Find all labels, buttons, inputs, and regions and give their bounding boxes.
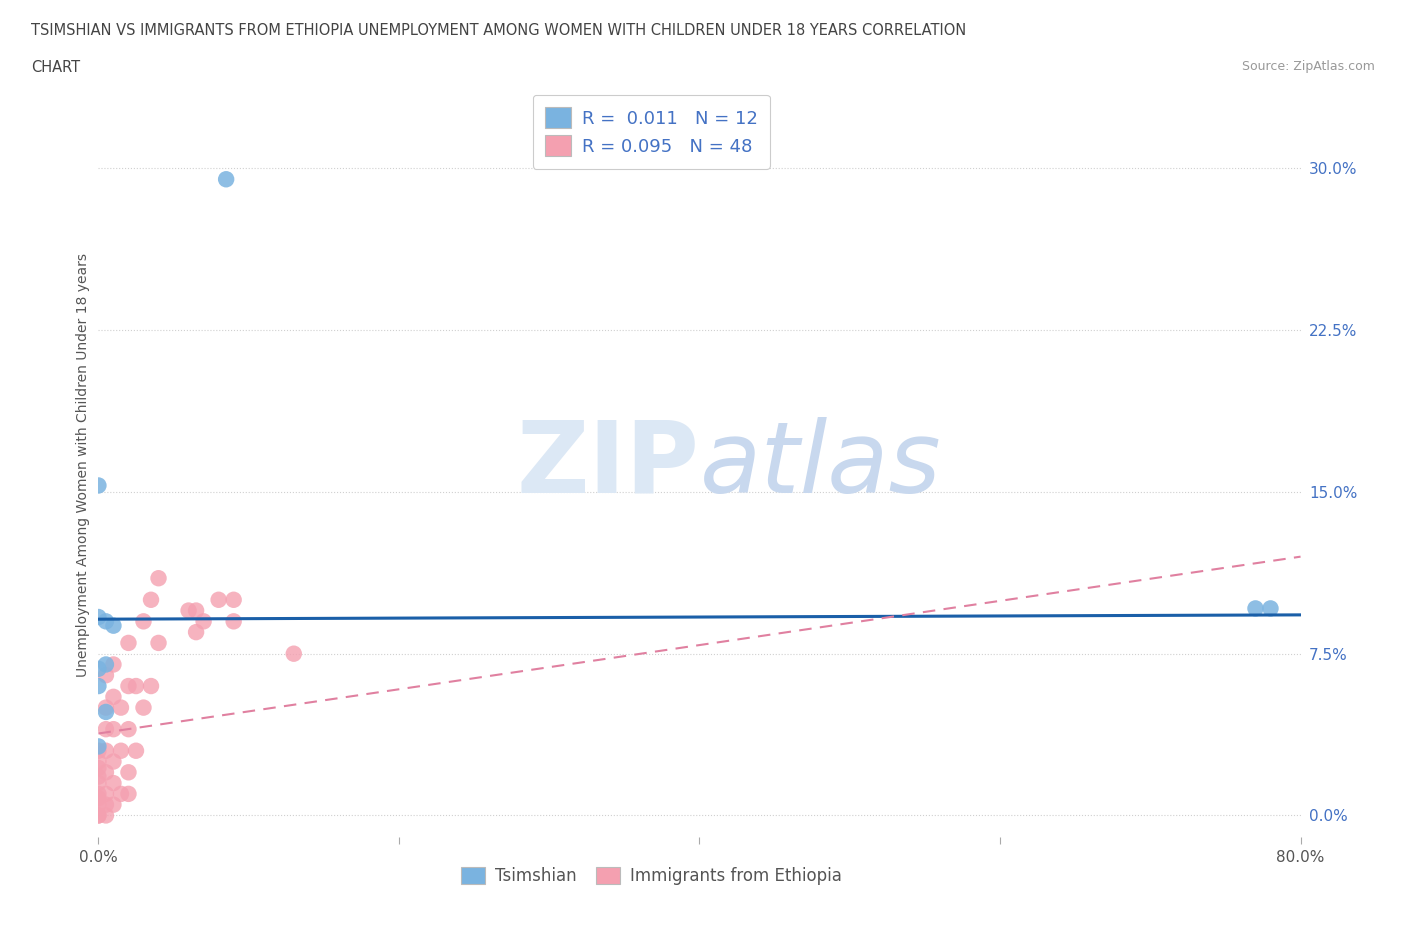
Text: ZIP: ZIP (516, 417, 699, 513)
Point (94, 797, 117, 812)
Point (87, 776, 110, 790)
Point (87, 797, 110, 812)
Point (87, 769, 110, 784)
Point (94, 808, 117, 823)
Point (94, 743, 117, 758)
Point (117, 787, 139, 802)
Point (87, 790, 110, 805)
Point (103, 689, 125, 704)
Point (148, 635, 170, 650)
Y-axis label: Unemployment Among Women with Children Under 18 years: Unemployment Among Women with Children U… (76, 253, 90, 677)
Text: atlas: atlas (699, 417, 941, 513)
Text: CHART: CHART (31, 60, 80, 75)
Point (208, 592, 231, 607)
Point (110, 743, 132, 758)
Point (87, 787, 110, 802)
Point (87, 609, 110, 624)
Point (87, 754, 110, 769)
Point (94, 700, 117, 715)
Point (132, 614, 155, 629)
Point (87, 761, 110, 776)
Text: TSIMSHIAN VS IMMIGRANTS FROM ETHIOPIA UNEMPLOYMENT AMONG WOMEN WITH CHILDREN UND: TSIMSHIAN VS IMMIGRANTS FROM ETHIOPIA UN… (31, 23, 966, 38)
Point (148, 571, 170, 586)
Point (103, 797, 125, 812)
Point (103, 657, 125, 671)
Point (1260, 601, 1282, 616)
Point (222, 592, 245, 607)
Point (117, 722, 139, 737)
Point (184, 625, 207, 640)
Point (94, 787, 117, 802)
Point (139, 592, 162, 607)
Point (125, 679, 148, 694)
Point (94, 764, 117, 779)
Point (117, 635, 139, 650)
Point (103, 776, 125, 790)
Point (87, 679, 110, 694)
Point (283, 646, 305, 661)
Point (87, 808, 110, 823)
Point (87, 661, 110, 676)
Point (103, 754, 125, 769)
Point (87, 739, 110, 754)
Point (117, 764, 139, 779)
Point (184, 604, 207, 618)
Point (110, 787, 132, 802)
Point (87, 478, 110, 493)
Point (94, 705, 117, 720)
Point (125, 743, 148, 758)
Point (177, 604, 200, 618)
Point (103, 618, 125, 633)
Point (110, 700, 132, 715)
Legend: Tsimshian, Immigrants from Ethiopia: Tsimshian, Immigrants from Ethiopia (454, 860, 848, 892)
Point (132, 700, 155, 715)
Point (94, 614, 117, 629)
Point (117, 679, 139, 694)
Point (103, 722, 125, 737)
Point (87, 808, 110, 823)
Point (193, 614, 215, 629)
Point (94, 722, 117, 737)
Text: Source: ZipAtlas.com: Source: ZipAtlas.com (1241, 60, 1375, 73)
Point (222, 614, 245, 629)
Point (94, 668, 117, 683)
Point (94, 657, 117, 671)
Point (215, 172, 238, 187)
Point (1244, 601, 1267, 616)
Point (87, 743, 110, 758)
Point (139, 679, 162, 694)
